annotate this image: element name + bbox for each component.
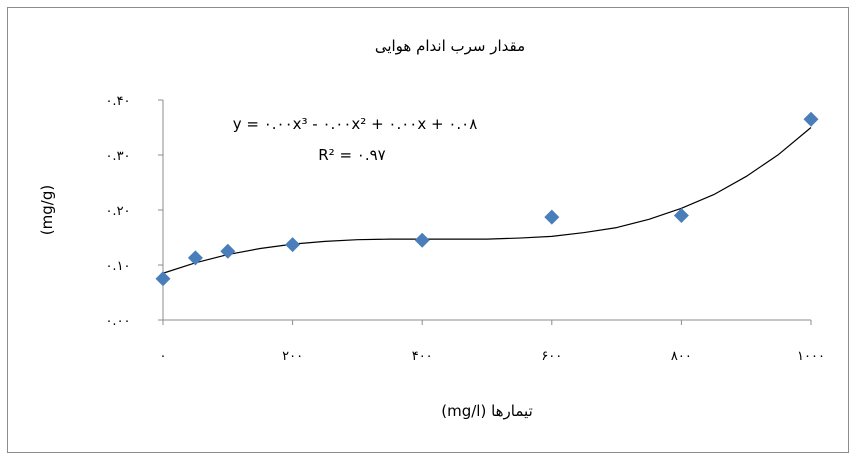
chart-title: مقدار سرب اندام هوایی <box>375 37 525 55</box>
x-tick-label: ۶۰۰ <box>541 349 562 364</box>
y-tick-label: ۰.۰۰ <box>105 314 130 329</box>
x-tick-label: ۰ <box>160 349 167 364</box>
y-axis-label: (mg/g) <box>38 185 56 235</box>
trendline <box>162 127 812 274</box>
x-tick-label: ۴۰۰ <box>412 349 433 364</box>
y-tick-label: ۰.۳۰ <box>105 149 130 164</box>
trendline-curve <box>162 127 812 274</box>
data-point-marker <box>285 237 301 253</box>
data-point-marker <box>155 271 171 287</box>
axes: ۰.۰۰ ۰.۱۰ ۰.۲۰ ۰.۳۰ ۰.۴۰ ۰ ۲۰۰ ۴۰۰ ۶۰۰ ۸۰۰ ۱۰۰۰ <box>105 94 825 364</box>
y-tick-label: ۰.۱۰ <box>105 259 130 274</box>
y-tick-label: ۰.۲۰ <box>105 204 130 219</box>
data-point-marker <box>220 243 236 259</box>
trendline-r-squared: R² = ۰.۹۷ <box>318 146 385 164</box>
x-axis-label: تیمارها (mg/l) <box>441 402 533 420</box>
x-tick-label: ۱۰۰۰ <box>797 349 825 364</box>
x-tick-label: ۸۰۰ <box>671 349 692 364</box>
data-point-marker <box>544 209 560 225</box>
data-point-marker <box>187 250 203 266</box>
data-points <box>155 111 819 287</box>
x-tick-label: ۲۰۰ <box>282 349 303 364</box>
data-point-marker <box>803 111 819 127</box>
data-point-marker <box>414 232 430 248</box>
trendline-equation: y = ۰.۰۰x³ - ۰.۰۰x² + ۰.۰۰x + ۰.۰۸ <box>233 115 478 133</box>
data-point-marker <box>673 208 689 223</box>
chart-frame <box>7 7 849 453</box>
y-tick-label: ۰.۴۰ <box>105 94 130 109</box>
